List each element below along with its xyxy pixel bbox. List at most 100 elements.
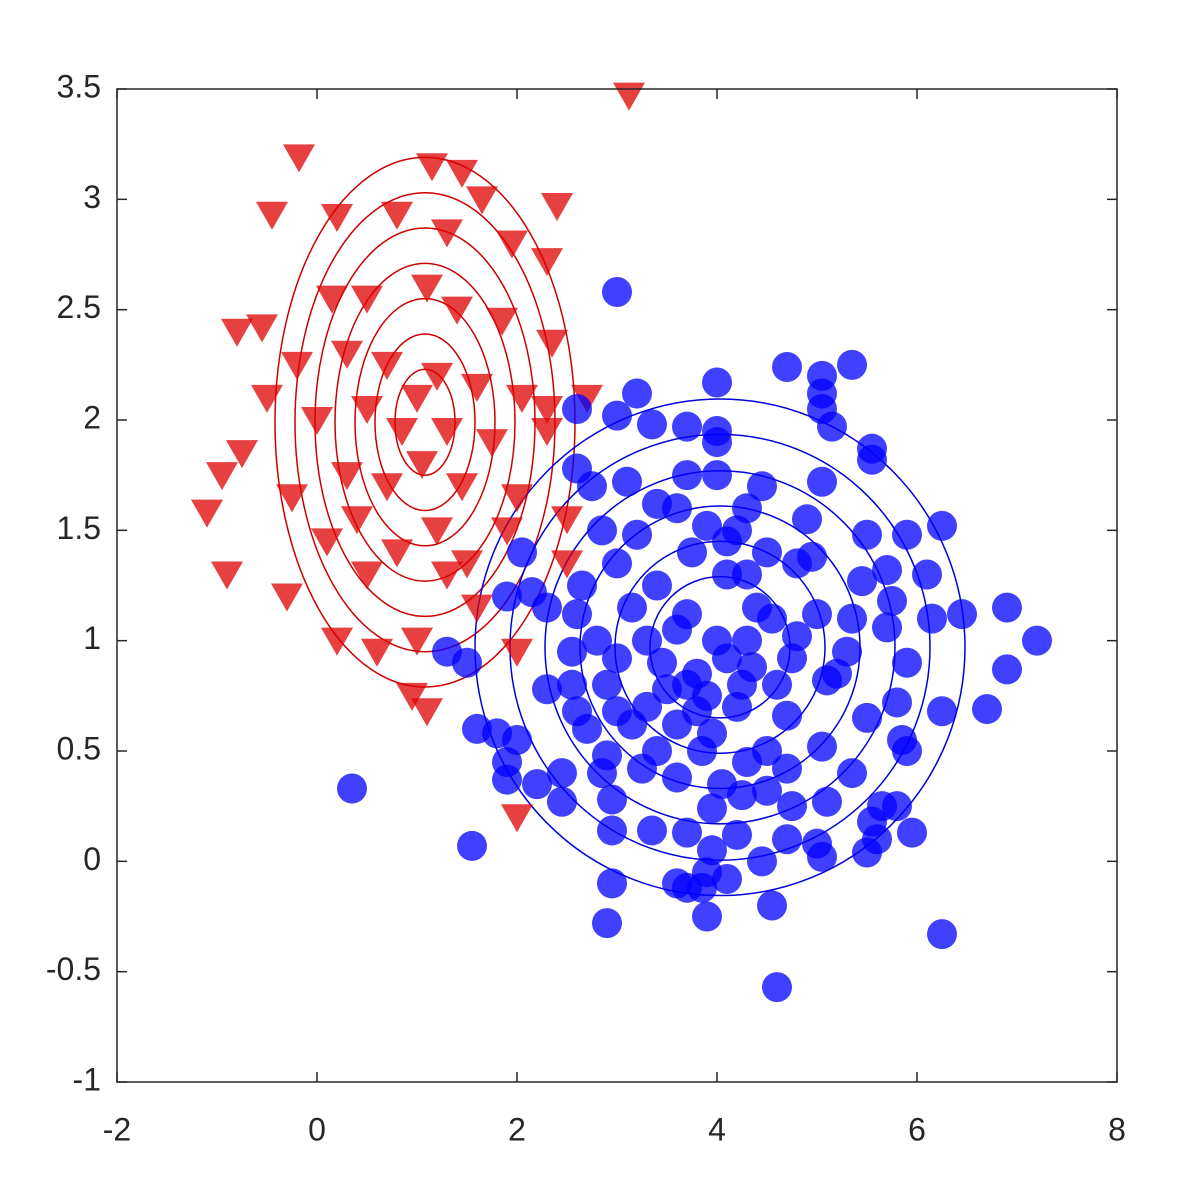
point	[722, 819, 752, 850]
x-tick-label: -2	[103, 1111, 131, 1147]
x-tick-label: 0	[308, 1111, 326, 1147]
point	[522, 769, 552, 800]
point	[647, 647, 677, 678]
point	[892, 519, 922, 550]
point	[491, 517, 523, 546]
point	[817, 411, 847, 442]
point	[637, 409, 667, 440]
point	[613, 82, 645, 111]
point	[271, 583, 303, 612]
point	[371, 351, 403, 380]
point	[722, 691, 752, 722]
point	[897, 817, 927, 848]
point	[311, 528, 343, 557]
point	[792, 504, 822, 535]
contour	[334, 262, 516, 582]
point	[381, 539, 413, 568]
point	[772, 352, 802, 383]
point	[672, 460, 702, 491]
point	[206, 462, 238, 491]
point	[757, 890, 787, 921]
point	[557, 669, 587, 700]
point	[597, 868, 627, 899]
point	[276, 484, 308, 513]
point	[547, 758, 577, 789]
point	[587, 515, 617, 546]
point	[637, 815, 667, 846]
point	[501, 804, 533, 833]
point	[622, 519, 652, 550]
point	[612, 466, 642, 497]
contour	[474, 398, 966, 897]
point	[572, 713, 602, 744]
point	[531, 248, 563, 277]
point	[807, 731, 837, 762]
point	[892, 736, 922, 766]
point	[602, 643, 632, 674]
point	[672, 872, 702, 903]
point	[702, 427, 732, 458]
point	[597, 815, 627, 846]
point	[446, 159, 478, 188]
point	[702, 460, 732, 491]
point	[752, 537, 782, 568]
x-tick-label: 2	[508, 1111, 526, 1147]
point	[432, 636, 462, 667]
point	[697, 793, 727, 824]
point	[321, 203, 353, 232]
point	[301, 407, 333, 435]
point	[406, 451, 438, 480]
point	[462, 713, 492, 744]
point	[852, 519, 882, 550]
point	[892, 647, 922, 678]
point	[592, 908, 622, 939]
point	[551, 506, 583, 535]
point	[712, 863, 742, 894]
point	[927, 696, 957, 727]
y-tick-label: 1.5	[57, 510, 101, 546]
point	[331, 340, 363, 369]
point	[496, 230, 528, 259]
y-tick-label: -0.5	[46, 951, 101, 987]
point	[807, 841, 837, 872]
point	[476, 429, 508, 458]
point	[587, 758, 617, 789]
point	[351, 285, 383, 314]
point	[597, 784, 627, 815]
point	[617, 592, 647, 623]
point	[191, 499, 223, 528]
point	[532, 674, 562, 705]
point	[602, 277, 632, 308]
point	[797, 541, 827, 572]
x-tick-label: 6	[908, 1111, 926, 1147]
point	[461, 373, 493, 402]
point	[361, 638, 393, 667]
y-tick-label: 1	[83, 620, 101, 656]
point	[692, 901, 722, 932]
point	[837, 349, 867, 380]
point	[992, 592, 1022, 623]
point	[321, 627, 353, 656]
y-tick-label: 3	[83, 179, 101, 215]
point	[466, 186, 498, 215]
point	[281, 351, 313, 380]
point	[662, 614, 692, 645]
point	[531, 395, 563, 424]
point	[351, 561, 383, 590]
point	[947, 599, 977, 630]
point	[917, 603, 947, 634]
point	[431, 561, 463, 590]
point	[672, 411, 702, 442]
y-tick-label: 0.5	[57, 730, 101, 766]
contour	[354, 297, 496, 547]
point	[283, 144, 315, 173]
point	[702, 367, 732, 398]
point	[847, 566, 877, 597]
point	[687, 736, 717, 766]
point	[492, 764, 522, 795]
point	[882, 687, 912, 718]
point	[431, 219, 463, 248]
point	[501, 484, 533, 513]
point	[732, 559, 762, 590]
